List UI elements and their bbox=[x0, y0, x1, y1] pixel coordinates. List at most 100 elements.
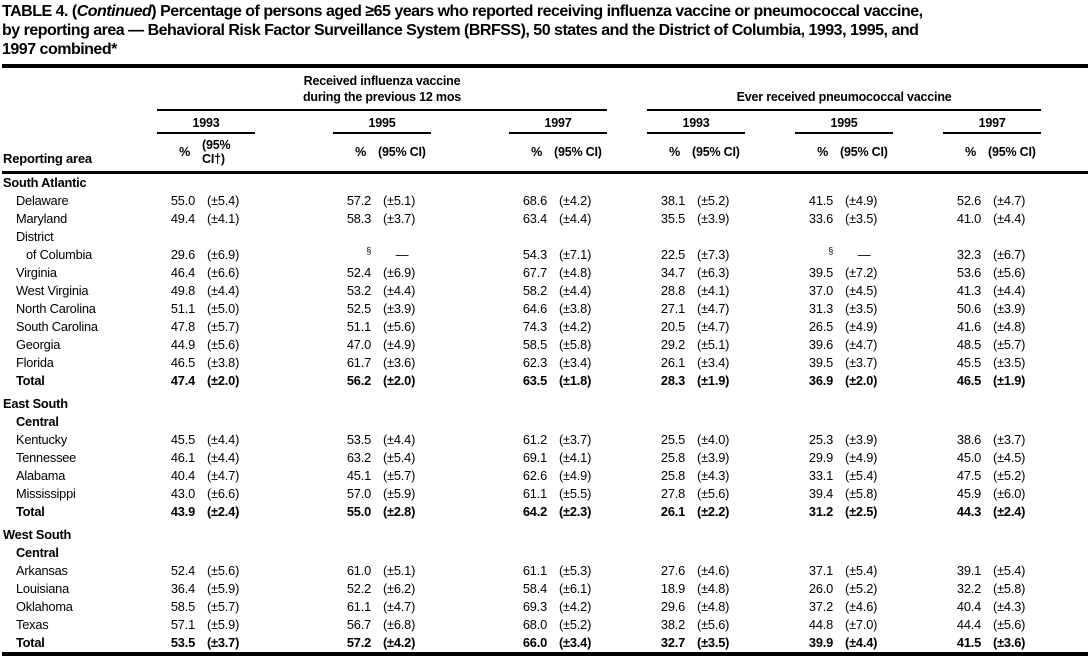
table-row: Oklahoma 58.5 (±5.7) 61.1 (±4.7) 69.3 (±4.2) 29… bbox=[2, 598, 1088, 616]
spacer-cell bbox=[607, 372, 647, 390]
row-label: Delaware bbox=[16, 193, 69, 208]
pct-cell: 41.3 bbox=[956, 283, 982, 298]
ci-cell: (±5.7) bbox=[383, 468, 416, 483]
vaccination-table: Reporting area Received influenza vaccin… bbox=[2, 64, 1088, 656]
table-body: South Atlantic Delaware 55.0 (±5.4) 57.2 (±5.… bbox=[2, 173, 1088, 655]
section-heading: Central bbox=[16, 545, 59, 560]
spacer-cell bbox=[745, 449, 795, 467]
pct-cell: 18.9 bbox=[660, 581, 686, 596]
spacer-cell bbox=[1041, 467, 1088, 485]
ci-cell: (±5.2) bbox=[559, 617, 592, 632]
ci-cell: (±2.4) bbox=[993, 504, 1026, 519]
pct-cell: 62.3 bbox=[522, 355, 547, 370]
spacer-cell bbox=[431, 372, 509, 390]
spacer-cell bbox=[893, 192, 943, 210]
ci-header: (95% CI†) bbox=[197, 133, 255, 174]
section-heading-row: Central bbox=[2, 544, 1088, 562]
ci-cell: (±3.9) bbox=[697, 450, 730, 465]
ci-cell: (±5.1) bbox=[383, 193, 416, 208]
ci-cell: (±3.8) bbox=[559, 301, 592, 316]
ci-cell: (±6.3) bbox=[697, 265, 730, 280]
row-label: Maryland bbox=[16, 211, 68, 226]
ci-cell: (±3.8) bbox=[207, 355, 240, 370]
table-row: Delaware 55.0 (±5.4) 57.2 (±5.1) 68.6 (±4.2) 38… bbox=[2, 192, 1088, 210]
ci-cell: (±4.9) bbox=[845, 450, 878, 465]
ci-cell: (±6.7) bbox=[993, 247, 1026, 262]
pct-cell: 47.4 bbox=[170, 373, 195, 388]
table-row: Georgia 44.9 (±5.6) 47.0 (±4.9) 58.5 (±5.8) 29.… bbox=[2, 336, 1088, 354]
ci-cell: (±4.2) bbox=[559, 599, 592, 614]
ci-cell: (±3.9) bbox=[697, 211, 730, 226]
pct-cell: 69.3 bbox=[522, 599, 547, 614]
spacer-cell bbox=[255, 228, 333, 264]
ci-cell: (±7.1) bbox=[559, 247, 592, 262]
ci-cell: (±5.2) bbox=[697, 193, 730, 208]
year-header: 1997 bbox=[509, 110, 608, 134]
spacer-cell bbox=[255, 467, 333, 485]
pct-cell: 32.2 bbox=[956, 581, 982, 596]
ci-cell: (±5.3) bbox=[559, 563, 592, 578]
spacer-cell bbox=[431, 282, 509, 300]
ci-cell: (±4.4) bbox=[383, 432, 416, 447]
ci-cell: (±3.4) bbox=[697, 355, 730, 370]
ci-cell: (±7.3) bbox=[697, 247, 730, 262]
spacer-cell bbox=[607, 264, 647, 282]
ci-cell: (±5.7) bbox=[993, 337, 1026, 352]
ci-cell: (±3.5) bbox=[697, 635, 730, 650]
pct-cell: 61.0 bbox=[346, 563, 371, 578]
pct-cell: 53.5 bbox=[170, 635, 195, 650]
ci-cell: (±4.1) bbox=[559, 450, 592, 465]
spacer-cell bbox=[893, 336, 943, 354]
ci-cell: (±6.9) bbox=[383, 265, 416, 280]
spacer-cell bbox=[255, 562, 333, 580]
spacer-cell bbox=[893, 372, 943, 390]
spacer-cell bbox=[1041, 354, 1088, 372]
pct-cell: 47.0 bbox=[346, 337, 371, 352]
pct-cell: 44.3 bbox=[956, 504, 982, 519]
row-label: Louisiana bbox=[16, 581, 69, 596]
percent-header: % bbox=[647, 133, 688, 174]
pneumococcal-group-header: Ever received pneumococcal vaccine bbox=[647, 66, 1042, 111]
row-label: Total bbox=[16, 373, 45, 388]
pct-cell: § bbox=[366, 245, 371, 256]
pct-cell: 25.5 bbox=[660, 432, 686, 447]
spacer-cell bbox=[893, 354, 943, 372]
spacer-cell bbox=[745, 372, 795, 390]
spacer-cell bbox=[255, 503, 333, 521]
pct-cell: 25.8 bbox=[660, 450, 686, 465]
ci-cell: (±3.5) bbox=[993, 355, 1026, 370]
pct-cell: 57.0 bbox=[346, 486, 371, 501]
ci-cell: (±5.1) bbox=[383, 563, 416, 578]
pct-cell: 54.3 bbox=[522, 247, 547, 262]
spacer-cell bbox=[1041, 282, 1088, 300]
spacer-cell bbox=[255, 336, 333, 354]
spacer-cell bbox=[431, 318, 509, 336]
pct-cell: 64.2 bbox=[522, 504, 547, 519]
spacer-cell bbox=[893, 133, 944, 174]
ci-cell: (±4.6) bbox=[697, 563, 730, 578]
table-row: South Carolina 47.8 (±5.7) 51.1 (±5.6) 74.3 (±… bbox=[2, 318, 1088, 336]
ci-cell: (±4.2) bbox=[383, 635, 416, 650]
row-label: West Virginia bbox=[16, 283, 89, 298]
pct-cell: 55.0 bbox=[170, 193, 195, 208]
pct-cell: 63.2 bbox=[346, 450, 371, 465]
spacer-cell bbox=[607, 580, 647, 598]
pct-cell: 57.2 bbox=[346, 635, 371, 650]
spacer-cell bbox=[893, 431, 943, 449]
pct-cell: 35.5 bbox=[660, 211, 686, 226]
pct-cell: 52.6 bbox=[956, 193, 982, 208]
table-row: Kentucky 45.5 (±4.4) 53.5 (±4.4) 61.2 (±3.7) 25… bbox=[2, 431, 1088, 449]
table-row: Tennessee 46.1 (±4.4) 63.2 (±5.4) 69.1 (±4.1) 2… bbox=[2, 449, 1088, 467]
spacer-cell bbox=[1041, 318, 1088, 336]
pct-cell: 61.7 bbox=[346, 355, 371, 370]
row-label: South Carolina bbox=[16, 319, 98, 334]
ci-cell: (±5.2) bbox=[845, 581, 878, 596]
ci-cell: (±5.9) bbox=[207, 581, 240, 596]
spacer-cell bbox=[1041, 192, 1088, 210]
spacer-cell bbox=[745, 264, 795, 282]
ci-cell: — bbox=[857, 247, 871, 262]
spacer-cell bbox=[607, 449, 647, 467]
pct-cell: 39.5 bbox=[808, 355, 834, 370]
spacer-cell bbox=[431, 616, 509, 634]
section-heading-row: South Atlantic bbox=[2, 173, 1088, 193]
